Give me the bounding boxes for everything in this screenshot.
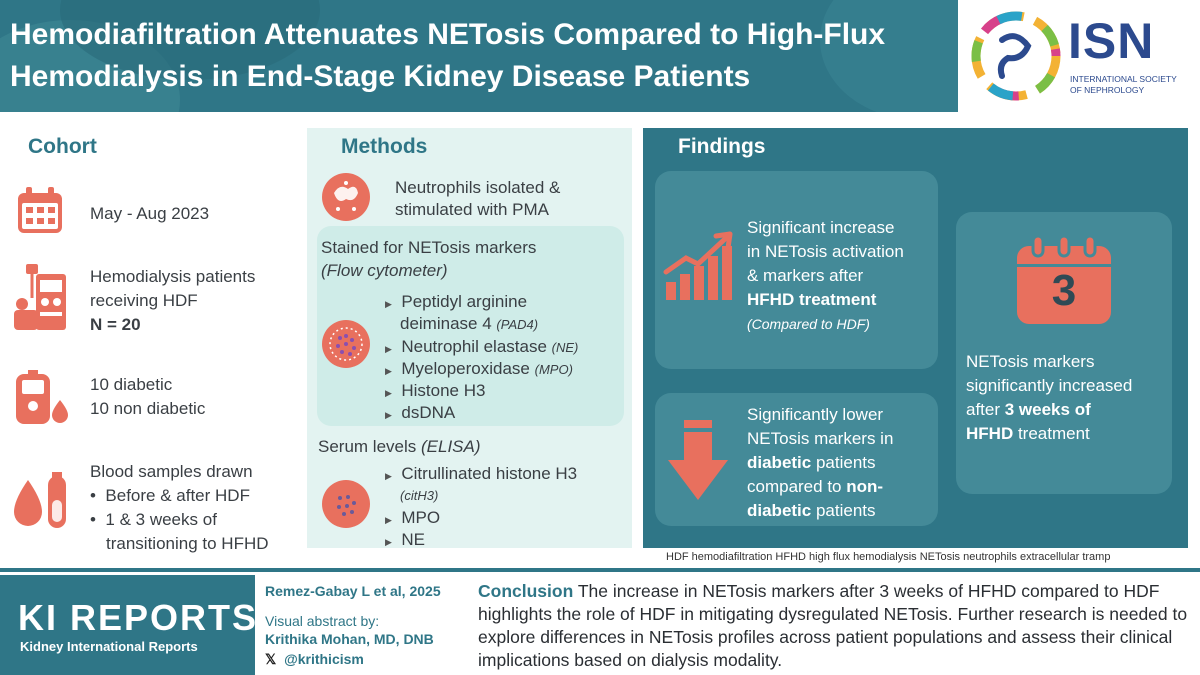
finding1-note: (Compared to HDF) (747, 316, 870, 332)
finding2-line1: Significantly lower (747, 405, 884, 424)
finding3-after: after (966, 400, 1005, 419)
cohort-non-diabetic: 10 non diabetic (90, 399, 206, 418)
journal-logo-panel (0, 575, 255, 675)
dialysis-machine-icon (14, 264, 66, 330)
finding3-line1: NETosis markers (966, 352, 1095, 371)
finding2-compared: compared to (747, 477, 847, 496)
methods-dsdna-text: dsDNA (401, 403, 456, 422)
cohort-blood-bullet1: • Before & after HDF (90, 486, 250, 505)
page-title: Hemodiafiltration Attenuates NETosis Com… (10, 18, 886, 93)
methods-neutrophils-line1: Neutrophils isolated & (395, 178, 561, 197)
cohort-patients-line2: receiving HDF (90, 291, 198, 310)
cohort-date: May - Aug 2023 (90, 204, 210, 223)
isn-logo-panel (958, 0, 1200, 112)
cohort-blood-bullet2-text: 1 & 3 weeks of (105, 510, 217, 529)
finding2-patients: patients (811, 453, 876, 472)
methods-serum-mpo: ▶ MPO (385, 508, 441, 527)
methods-ne-abbr: (NE) (551, 340, 579, 355)
findings-heading: Findings (678, 135, 766, 158)
finding2-line4: compared to non- (747, 475, 883, 499)
finding2-bold-diabetic: diabetic (747, 453, 812, 472)
glucometer-icon (16, 370, 68, 424)
cohort-blood-heading: Blood samples drawn (90, 462, 253, 481)
blood-sample-icon (14, 472, 66, 528)
methods-serum: Serum levels (ELISA) (318, 436, 481, 458)
journal-logo-text: KI REPORTS (18, 597, 259, 638)
finding1-line2: in NETosis activation (747, 242, 904, 261)
finding3-bold-weeks: 3 weeks of (1004, 400, 1091, 419)
finding3-line2: significantly increased (966, 376, 1133, 395)
methods-ne-name: Neutrophil elastase (401, 337, 547, 356)
isn-logo-text: ISN (1068, 13, 1155, 69)
abbreviations-note: HDF hemodiafiltration HFHD high flux hem… (666, 551, 1111, 563)
cohort-n-count: N = 20 (90, 315, 141, 334)
finding1-line3: & markers after (747, 266, 864, 285)
net-cell-icon (322, 320, 370, 368)
isn-logo-subtitle: INTERNATIONAL SOCIETY OF NEPHROLOGY (1070, 74, 1177, 95)
footer-divider (0, 568, 1200, 572)
cohort-heading: Cohort (28, 135, 97, 158)
chart-increase-icon (663, 231, 733, 300)
finding2-patients2: patients (811, 501, 876, 520)
finding2-bold-non: non- (846, 477, 884, 496)
author-handle[interactable]: @krithicism (284, 651, 364, 667)
abstract-by-label: Visual abstract by: (265, 613, 380, 629)
neutrophil-cell-icon (322, 173, 370, 221)
serum-cell-icon (322, 480, 370, 528)
finding2-line3: diabetic patients (747, 451, 876, 475)
methods-pad4: ▶ Peptidyl arginine (385, 292, 528, 311)
finding3-bold-hfhd: HFHD (966, 424, 1014, 443)
methods-ne: ▶ Neutrophil elastase (NE) (385, 337, 579, 356)
methods-flow-panel (317, 226, 624, 426)
citation: Remez-Gabay L et al, 2025 (265, 583, 441, 599)
cohort-blood-bullet2: • 1 & 3 weeks of (90, 510, 217, 529)
methods-histone-text: Histone H3 (401, 381, 486, 400)
methods-serum-text: Serum levels (318, 437, 417, 456)
methods-serum-ne-text: NE (401, 530, 425, 549)
cohort-patients-line1: Hemodialysis patients (90, 267, 256, 286)
methods-mpo: ▶ Myeloperoxidase (MPO) (385, 359, 573, 378)
methods-cith3: ▶ Citrullinated histone H3 (385, 464, 578, 483)
arrow-down-icon (668, 420, 728, 500)
calendar-three-icon (1017, 234, 1111, 324)
methods-mpo-name: Myeloperoxidase (401, 359, 530, 378)
methods-cith3-abbr: (citH3) (400, 488, 439, 503)
methods-cith3-text: Citrullinated histone H3 (401, 464, 578, 483)
conclusion-body: The increase in NETosis markers after 3 … (478, 581, 1188, 670)
methods-neutrophils-line2: stimulated with PMA (395, 200, 549, 219)
methods-pad4-abbr: (PAD4) (496, 317, 539, 332)
finding2-line5: diabetic patients (747, 499, 876, 523)
methods-pad4-line1: Peptidyl arginine (401, 292, 528, 311)
finding2-bold-diabetic2: diabetic (747, 501, 812, 520)
cohort-diabetic: 10 diabetic (90, 375, 173, 394)
methods-heading: Methods (341, 135, 428, 158)
x-twitter-icon: 𝕏 (265, 651, 277, 667)
isn-globe-logo-icon (971, 11, 1061, 101)
methods-serum-mpo-text: MPO (401, 508, 441, 527)
methods-dsdna: ▶ dsDNA (385, 403, 456, 422)
journal-logo-subtitle: Kidney International Reports (20, 639, 198, 654)
methods-flow-cytometer: (Flow cytometer) (321, 261, 448, 280)
finding3-treatment: treatment (1013, 424, 1090, 443)
methods-mpo-abbr: (MPO) (534, 362, 573, 377)
author-name: Krithika Mohan, MD, DNB (265, 631, 434, 647)
finding3-line4: HFHD treatment (966, 422, 1090, 446)
cohort-blood-bullet1-text: Before & after HDF (105, 486, 250, 505)
methods-elisa: (ELISA) (421, 437, 481, 456)
finding1-bold: HFHD treatment (747, 290, 877, 309)
calendar-icon (18, 187, 62, 233)
methods-histone: ▶ Histone H3 (385, 381, 486, 400)
methods-stained: Stained for NETosis markers (321, 238, 537, 257)
methods-serum-ne: ▶ NE (385, 530, 425, 549)
conclusion-label: Conclusion (478, 581, 574, 601)
cohort-blood-bullet2-cont: transitioning to HFHD (106, 534, 269, 553)
author-handle-row[interactable]: 𝕏 @krithicism (265, 650, 364, 668)
conclusion-text: Conclusion The increase in NETosis marke… (478, 580, 1194, 672)
calendar-number: 3 (1051, 266, 1077, 315)
methods-pad4-line2-text: deiminase 4 (400, 314, 492, 333)
methods-pad4-line2: deiminase 4 (PAD4) (400, 313, 538, 336)
finding2-line2: NETosis markers in (747, 429, 894, 448)
finding3-line3: after 3 weeks of (966, 398, 1091, 422)
finding1-line1: Significant increase (747, 218, 895, 237)
